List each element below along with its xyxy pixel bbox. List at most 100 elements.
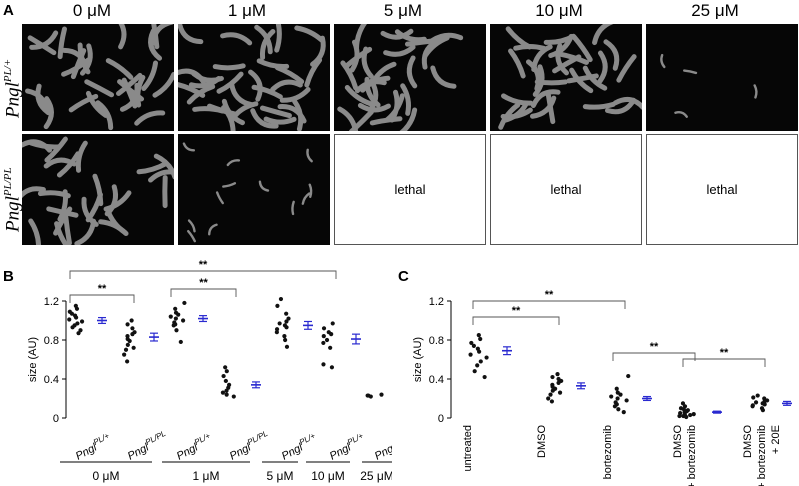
- larva-shape: [84, 79, 115, 98]
- data-point: [329, 365, 335, 370]
- larvae-photo-het-0uM: [22, 24, 174, 131]
- dose-label: 1 μM: [193, 469, 220, 483]
- data-point: [283, 337, 288, 343]
- data-point: [750, 404, 755, 409]
- larva-shape: [56, 151, 81, 178]
- data-point: [556, 380, 561, 385]
- data-point: [130, 326, 135, 331]
- data-point: [224, 392, 229, 397]
- larva-shape: [134, 110, 166, 126]
- larva-shape: [151, 24, 160, 50]
- larva-shape: [525, 59, 541, 92]
- data-point: [615, 396, 620, 401]
- larvae-photo-het-1uM: [178, 24, 330, 131]
- larva-shape: [310, 35, 326, 67]
- larva-shape: [215, 191, 225, 205]
- data-point: [122, 352, 127, 357]
- y-tick-label: 0.8: [429, 335, 444, 347]
- data-point: [274, 330, 279, 335]
- larva-shape: [592, 24, 614, 46]
- larva-shape: [68, 93, 99, 113]
- data-point: [79, 319, 85, 324]
- larva-shape: [306, 148, 313, 163]
- larva-shape: [221, 98, 245, 126]
- data-point: [286, 316, 291, 321]
- data-point: [677, 413, 682, 419]
- data-point: [223, 365, 228, 370]
- larva-shape: [28, 140, 62, 150]
- larva-shape: [259, 105, 292, 119]
- significance-bracket: [69, 270, 337, 279]
- data-point: [282, 334, 287, 339]
- larva-shape: [178, 82, 206, 98]
- larva-shape: [501, 93, 534, 106]
- data-point: [478, 336, 483, 342]
- larva-shape: [274, 24, 282, 53]
- larva-shape: [508, 48, 526, 79]
- larva-shape: [187, 219, 196, 233]
- larva-shape: [248, 69, 263, 102]
- significance-bracket: [472, 316, 560, 325]
- larva-shape: [43, 157, 77, 169]
- data-point: [550, 388, 555, 393]
- larva-shape: [28, 218, 42, 245]
- larva-shape: [348, 109, 374, 131]
- larva-shape: [430, 65, 457, 89]
- y-tick-label: 0: [438, 413, 444, 425]
- significance-label: **: [199, 259, 208, 271]
- data-point: [760, 408, 766, 413]
- larva-shape: [582, 101, 616, 110]
- concentration-header-2: 5 μM: [383, 1, 423, 20]
- data-point: [555, 372, 560, 377]
- data-point: [484, 355, 489, 360]
- concentration-header-1: 1 μM: [227, 1, 267, 20]
- data-point: [231, 394, 236, 399]
- significance-bracket: [170, 288, 237, 297]
- larva-shape: [753, 84, 758, 99]
- larva-shape: [226, 159, 241, 167]
- larva-shape: [569, 67, 594, 94]
- y-axis-label: size (AU): [27, 337, 39, 382]
- larva-shape: [43, 96, 54, 130]
- larva-shape: [136, 161, 169, 175]
- significance-label: **: [98, 283, 107, 295]
- significance-label: **: [545, 289, 554, 301]
- larva-shape: [103, 190, 132, 212]
- concentration-header-0: 0 μM: [72, 1, 112, 20]
- data-point: [624, 398, 629, 403]
- larva-shape: [178, 68, 206, 85]
- data-point: [224, 388, 229, 393]
- larva-shape: [92, 173, 104, 207]
- data-point: [67, 317, 72, 322]
- larva-shape: [251, 84, 283, 100]
- significance-bracket: [612, 352, 696, 361]
- larva-shape: [344, 84, 373, 107]
- significance-label: **: [650, 341, 659, 353]
- data-point: [174, 328, 179, 333]
- data-point: [469, 340, 474, 346]
- data-point: [614, 386, 619, 391]
- data-point: [618, 392, 623, 397]
- significance-bracket: [682, 358, 766, 367]
- data-point: [609, 394, 614, 399]
- data-point: [220, 390, 226, 395]
- significance-label: **: [199, 277, 208, 289]
- data-point: [468, 352, 473, 357]
- genotype-label: PnglPL/+: [371, 431, 392, 463]
- larva-shape: [294, 25, 325, 43]
- larva-shape: [98, 219, 129, 237]
- larva-shape: [259, 29, 276, 61]
- data-point: [221, 373, 226, 379]
- larva-shape: [500, 107, 533, 120]
- data-point: [755, 393, 760, 398]
- data-point: [182, 300, 187, 306]
- larva-shape: [406, 55, 418, 89]
- data-point: [546, 396, 551, 401]
- larva-shape: [277, 104, 307, 124]
- data-point: [168, 314, 173, 319]
- larva-shape: [357, 102, 391, 113]
- larva-shape: [208, 223, 218, 236]
- larvae-photo-hom-0uM: [22, 134, 174, 245]
- data-point: [321, 326, 327, 331]
